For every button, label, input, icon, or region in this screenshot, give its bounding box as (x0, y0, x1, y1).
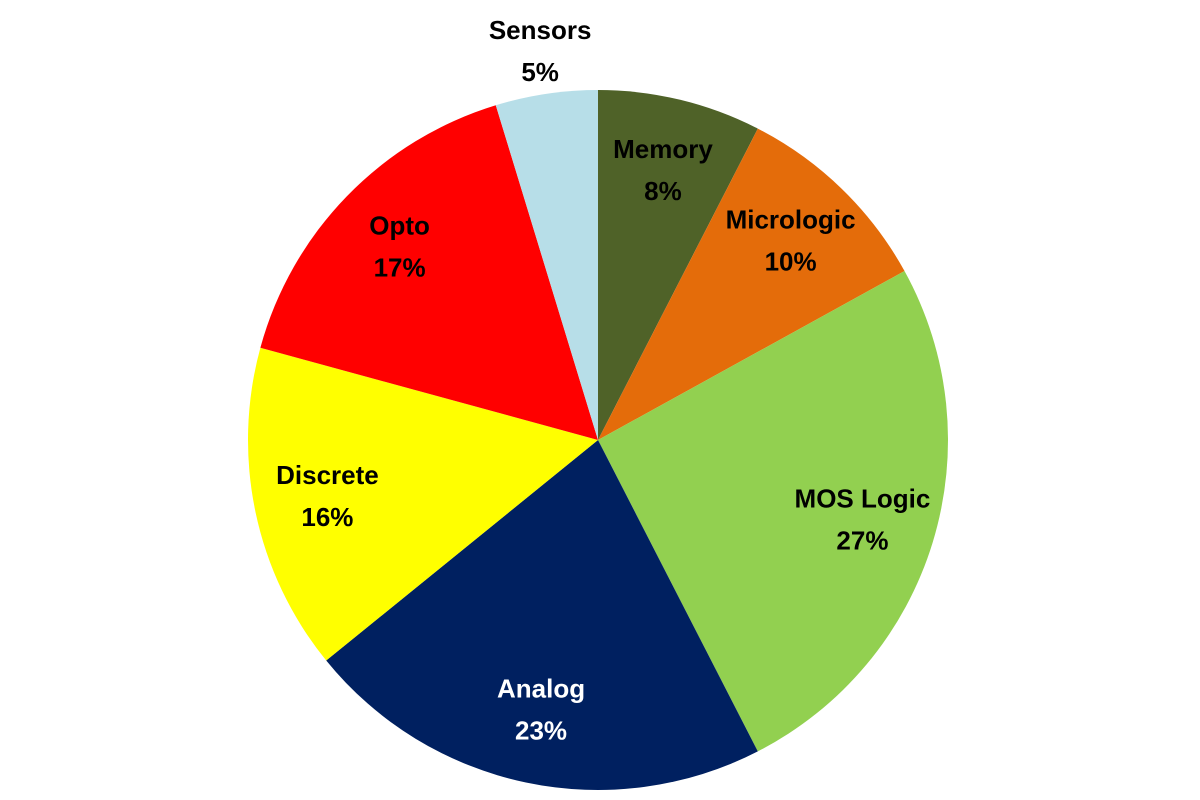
slice-value-label: 17% (374, 252, 426, 282)
slice-value-label: 16% (301, 502, 353, 532)
pie-slice (247, 347, 598, 661)
slice-label: Discrete (276, 460, 379, 490)
pie-slice (598, 128, 905, 440)
slice-value-label: 10% (765, 246, 817, 276)
slice-label: Sensors (489, 15, 592, 45)
pie-slice (495, 90, 598, 440)
slice-value-label: 27% (836, 526, 888, 556)
pie-slice (598, 90, 758, 440)
slice-label: Analog (497, 673, 585, 703)
pie-slice (260, 105, 598, 441)
slice-label: Memory (613, 134, 713, 164)
slice-label: MOS Logic (795, 484, 931, 514)
slice-label: Micrologic (726, 204, 856, 234)
pie-slice (326, 440, 758, 791)
slice-value-label: 8% (644, 176, 682, 206)
slice-label: Opto (369, 210, 430, 240)
slice-value-label: 23% (515, 715, 567, 745)
pie-slice (598, 271, 948, 752)
slice-value-label: 5% (521, 57, 559, 87)
